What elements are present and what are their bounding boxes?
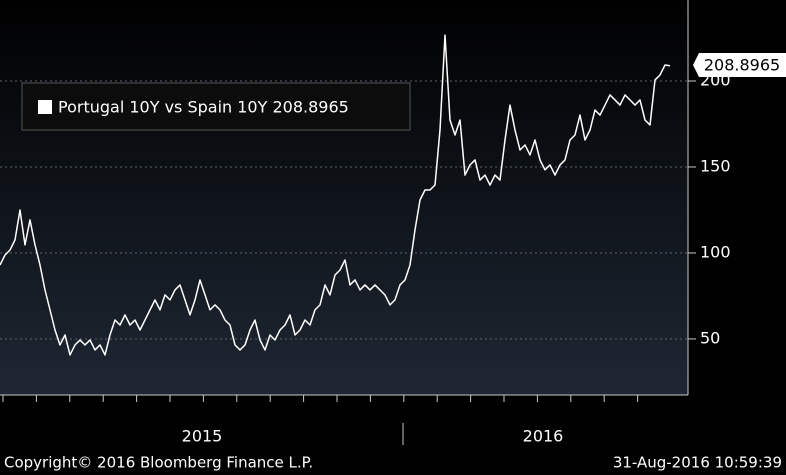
legend-label: Portugal 10Y vs Spain 10Y 208.8965: [58, 98, 349, 117]
legend-box: [21, 82, 411, 131]
source: Copyright© 2016 Bloomberg Finance L.P.: [4, 454, 313, 472]
axis-background: [0, 395, 786, 475]
y-tick-label: 50: [700, 328, 720, 347]
plot: [0, 34, 671, 356]
x-tick-label: 2016: [523, 427, 564, 446]
y-tick-label: 100: [700, 242, 731, 261]
last-value: 208.8965: [693, 53, 786, 77]
legend: Portugal 10Y vs Spain 10Y 208.8965: [21, 82, 411, 131]
legend-swatch: [38, 100, 52, 114]
month-ticks: [2, 395, 639, 402]
last-value-box: [693, 53, 786, 77]
plot-background: [0, 0, 688, 395]
x-tick-label: 2015: [182, 427, 223, 446]
timestamp: 31-Aug-2016 10:59:39: [613, 454, 782, 472]
last-value-label: 208.8965: [704, 56, 780, 75]
y-tick-label: 150: [700, 156, 731, 175]
series-line: [0, 34, 671, 356]
